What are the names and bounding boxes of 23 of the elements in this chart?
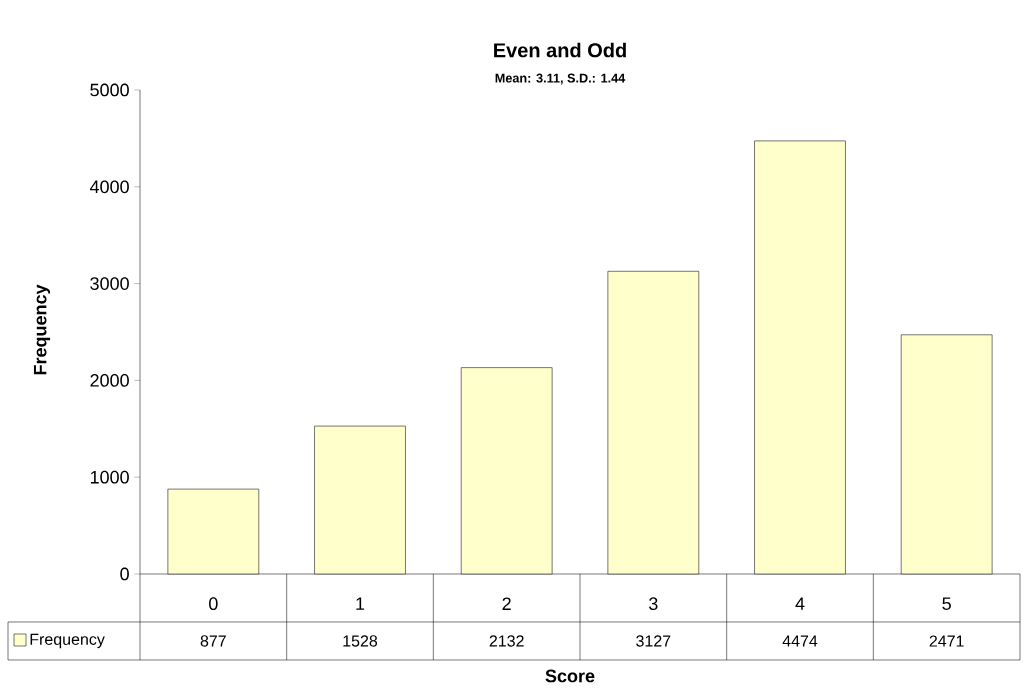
x-tick-label: 2 [502, 597, 511, 610]
y-tick-label: 1000 [90, 470, 129, 484]
x-tick-label: 3 [649, 597, 658, 611]
x-tick-label: 5 [942, 597, 951, 610]
legend-label: Frequency [30, 633, 105, 649]
data-label: 877 [200, 635, 226, 647]
data-label: 2471 [929, 635, 964, 647]
data-label: 4474 [782, 635, 818, 647]
x-axis-title: Score [545, 669, 595, 683]
x-tick-label: 1 [356, 597, 365, 610]
y-tick-label: 2000 [90, 374, 129, 387]
x-tick-label: 0 [209, 597, 218, 611]
y-tick-label: 5000 [90, 83, 129, 97]
chart-title: Even and Odd [494, 42, 626, 58]
y-tick-label: 4000 [89, 180, 129, 194]
y-axis-title: Frequency [33, 284, 51, 375]
chart-subtitle: Mean: 3.11, S.D.: 1.44 [495, 73, 626, 85]
y-tick-label: 3000 [90, 277, 129, 290]
data-label: 2132 [489, 635, 524, 647]
data-label: 1528 [343, 635, 378, 647]
x-tick-label: 4 [795, 597, 805, 610]
data-label: 3127 [636, 635, 671, 647]
y-tick-label: 0 [120, 567, 129, 581]
